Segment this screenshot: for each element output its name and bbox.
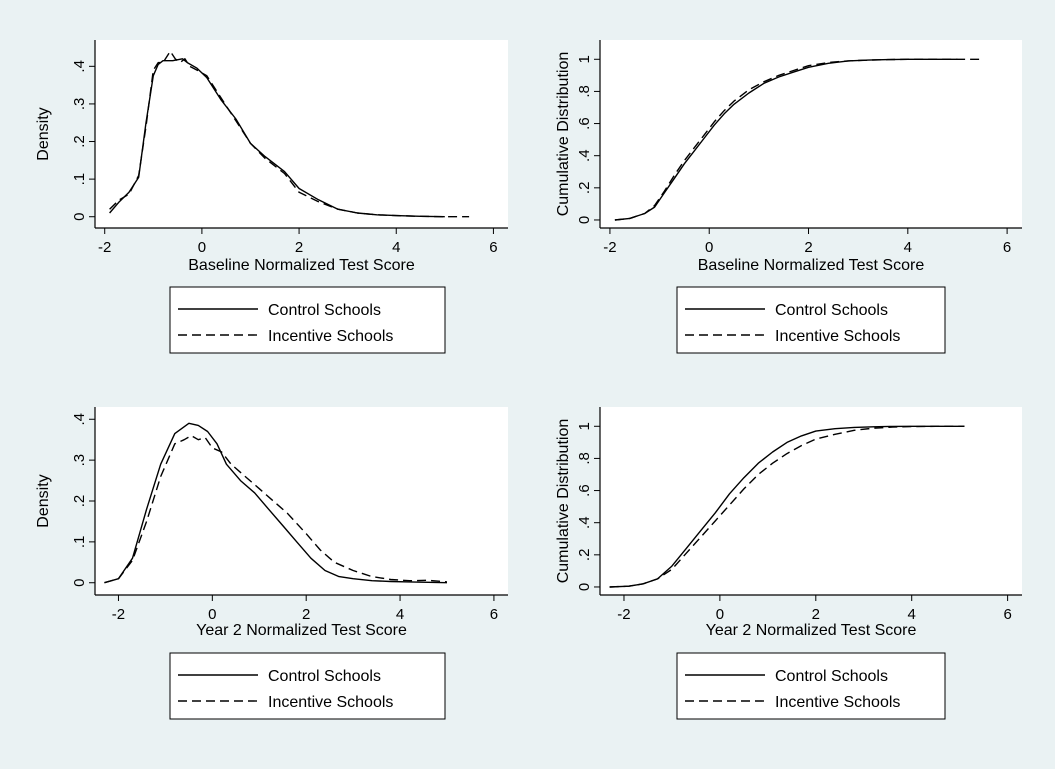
x-axis-title: Year 2 Normalized Test Score — [196, 622, 407, 639]
incentive-schools-line — [614, 58, 983, 221]
plot-area — [600, 407, 1022, 595]
legend-label-control: Control Schools — [775, 302, 888, 319]
y-tick-label: .2 — [576, 549, 593, 562]
legend-label-incentive: Incentive Schools — [775, 694, 900, 711]
legend-label-control: Control Schools — [775, 668, 888, 685]
y-tick-label: .2 — [71, 135, 88, 148]
x-tick-label: 0 — [208, 606, 216, 623]
legend-label-incentive: Incentive Schools — [268, 328, 393, 345]
y-axis-title: Cumulative Distribution — [555, 419, 572, 584]
incentive-schools-line — [609, 425, 965, 588]
legend: Control Schools Incentive Schools — [676, 286, 946, 354]
chart-panel-bottom-right: -2 0 2 4 6 0 .2 .4 .6 .8 1 Year 2 Normalized Test S… — [555, 407, 1022, 720]
y-axis-title: Density — [35, 107, 52, 160]
x-tick-label: 4 — [392, 239, 400, 256]
y-tick-label: .6 — [576, 117, 593, 130]
legend-label-control: Control Schools — [268, 668, 381, 685]
x-axis-title: Baseline Normalized Test Score — [698, 257, 925, 274]
y-tick-label: 0 — [576, 216, 593, 224]
x-tick-label: 6 — [1003, 606, 1011, 623]
x-tick-label: 2 — [302, 606, 310, 623]
x-tick-label: 0 — [716, 606, 724, 623]
x-tick-label: 6 — [489, 239, 497, 256]
legend-label-incentive: Incentive Schools — [775, 328, 900, 345]
y-tick-label: .4 — [71, 413, 88, 426]
y-tick-label: .2 — [71, 495, 88, 508]
y-tick-label: .1 — [71, 536, 88, 549]
y-tick-label: 0 — [71, 579, 88, 587]
x-tick-label: 4 — [908, 606, 916, 623]
x-tick-label: 4 — [396, 606, 404, 623]
legend-box — [676, 286, 946, 354]
plot-area — [600, 40, 1022, 228]
incentive-schools-line — [104, 434, 448, 584]
y-tick-label: .3 — [71, 454, 88, 467]
chart-panel-top-left: -2 0 2 4 6 0 .1 .2 .3 .4 Baseline Normalized Test … — [35, 40, 508, 354]
control-schools-line — [104, 422, 448, 584]
x-tick-label: 4 — [904, 239, 912, 256]
x-tick-label: 0 — [198, 239, 206, 256]
legend-box — [169, 286, 446, 354]
plot-area — [95, 407, 508, 595]
y-tick-label: 0 — [71, 213, 88, 221]
chart-panel-top-right: -2 0 2 4 6 0 .2 .4 .6 .8 1 Baseline Normalized Test… — [555, 40, 1022, 354]
y-tick-label: .3 — [71, 98, 88, 111]
x-tick-label: -2 — [112, 606, 125, 623]
legend-label-incentive: Incentive Schools — [268, 694, 393, 711]
y-axis-title: Cumulative Distribution — [555, 52, 572, 217]
y-tick-label: .4 — [576, 149, 593, 162]
y-tick-label: .6 — [576, 484, 593, 497]
legend: Control Schools Incentive Schools — [169, 652, 446, 720]
x-tick-label: 6 — [490, 606, 498, 623]
legend-box — [676, 652, 946, 720]
y-tick-label: .8 — [576, 85, 593, 98]
y-tick-label: .4 — [71, 60, 88, 73]
legend: Control Schools Incentive Schools — [676, 652, 946, 720]
y-tick-label: 1 — [576, 422, 593, 430]
control-schools-line — [614, 58, 958, 221]
chart-panel-bottom-left: -2 0 2 4 6 0 .1 .2 .3 .4 Year 2 Normalized Test Sc… — [35, 407, 508, 720]
y-tick-label: 1 — [576, 55, 593, 63]
x-tick-label: -2 — [603, 239, 616, 256]
y-tick-label: .8 — [576, 452, 593, 465]
x-tick-label: -2 — [98, 239, 111, 256]
x-tick-label: 0 — [705, 239, 713, 256]
incentive-schools-line — [109, 50, 470, 218]
y-tick-label: .4 — [576, 516, 593, 529]
x-axis-title: Year 2 Normalized Test Score — [706, 622, 917, 639]
x-tick-label: 2 — [812, 606, 820, 623]
y-tick-label: .2 — [576, 182, 593, 195]
x-tick-label: -2 — [617, 606, 630, 623]
y-tick-label: .1 — [71, 173, 88, 186]
y-axis-title: Density — [35, 474, 52, 527]
legend: Control Schools Incentive Schools — [169, 286, 446, 354]
x-tick-label: 2 — [295, 239, 303, 256]
x-tick-label: 6 — [1003, 239, 1011, 256]
y-tick-label: 0 — [576, 583, 593, 591]
control-schools-line — [609, 425, 965, 588]
plot-area — [95, 40, 508, 228]
legend-box — [169, 652, 446, 720]
legend-label-control: Control Schools — [268, 302, 381, 319]
x-tick-label: 2 — [804, 239, 812, 256]
x-axis-title: Baseline Normalized Test Score — [188, 257, 415, 274]
